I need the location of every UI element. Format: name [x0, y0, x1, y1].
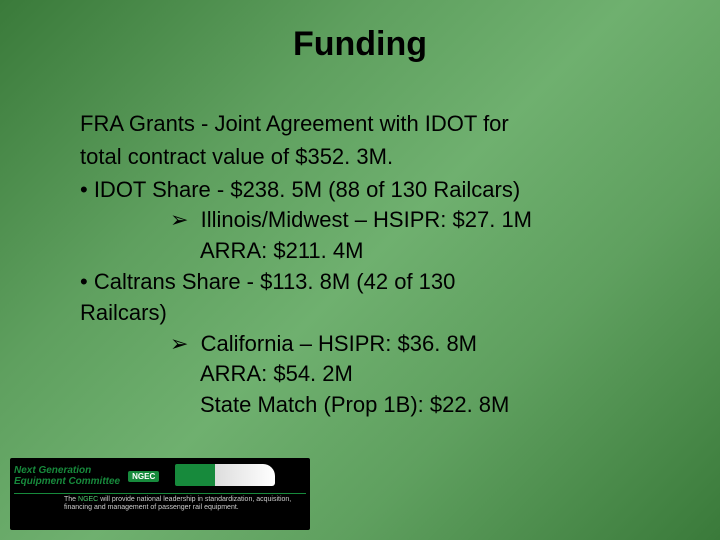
footer-org-name: Next Generation Equipment Committee	[14, 465, 120, 487]
slide-title: Funding	[60, 25, 660, 64]
footer-tagline: The NGEC will provide national leadershi…	[14, 496, 306, 513]
idot-share-header: • IDOT Share - $238. 5M (88 of 130 Railc…	[80, 175, 660, 206]
idot-hsipr: ➢ Illinois/Midwest – HSIPR: $27. 1M	[170, 205, 660, 236]
footer-logo-block: Next Generation Equipment Committee NGEC…	[10, 458, 310, 530]
cal-arra: ARRA: $54. 2M	[200, 359, 660, 390]
footer-org-line2: Equipment Committee	[14, 476, 120, 487]
idot-arra: ARRA: $211. 4M	[200, 236, 660, 267]
footer-org-line1: Next Generation	[14, 465, 120, 476]
footer-top-row: Next Generation Equipment Committee NGEC	[14, 462, 306, 490]
cal-state-match: State Match (Prop 1B): $22. 8M	[200, 390, 660, 421]
train-body-shape	[175, 464, 275, 486]
intro-line-2: total contract value of $352. 3M.	[80, 142, 660, 173]
slide-body: FRA Grants - Joint Agreement with IDOT f…	[80, 109, 660, 421]
caltrans-share-header-1: • Caltrans Share - $113. 8M (42 of 130	[80, 267, 660, 298]
tagline-prefix: The	[64, 496, 78, 503]
ngec-badge: NGEC	[128, 471, 159, 482]
tagline-rest: will provide national leadership in stan…	[64, 496, 291, 511]
cal-hsipr: ➢ California – HSIPR: $36. 8M	[170, 329, 660, 360]
intro-line-1: FRA Grants - Joint Agreement with IDOT f…	[80, 109, 660, 140]
caltrans-share-header-2: Railcars)	[80, 298, 660, 329]
tagline-highlight: NGEC	[78, 496, 98, 503]
footer-divider	[14, 493, 306, 494]
train-icon	[165, 462, 275, 490]
